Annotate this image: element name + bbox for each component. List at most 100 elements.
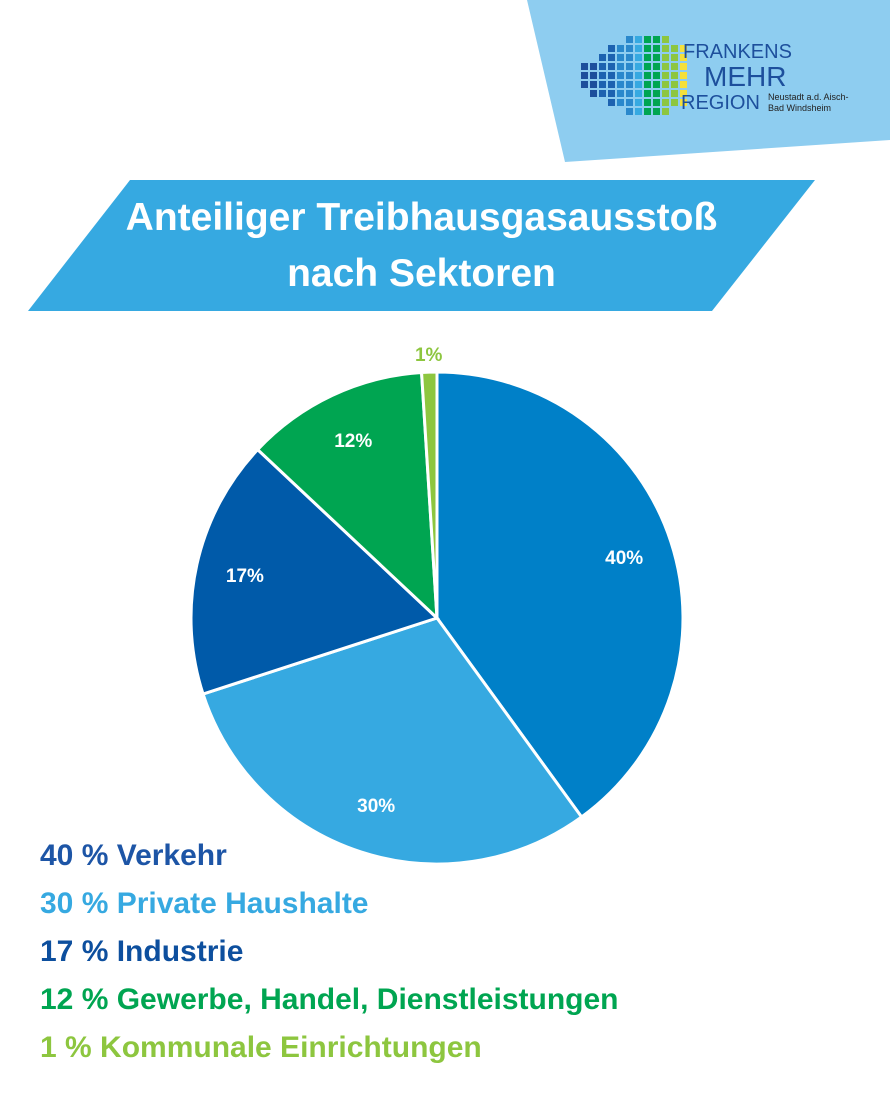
- logo-tile: [626, 72, 633, 79]
- pie-slice-3: [189, 447, 440, 696]
- pie-slice-4: [255, 370, 439, 622]
- logo-tile: [617, 63, 624, 70]
- logo-tile: [581, 72, 588, 79]
- logo-tile: [653, 45, 660, 52]
- logo-tile: [653, 72, 660, 79]
- logo-tile: [662, 99, 669, 106]
- pie-slice-2: [201, 616, 584, 866]
- logo-tile: [590, 90, 597, 97]
- logo-tile: [680, 81, 687, 88]
- logo-tile: [644, 36, 651, 43]
- slice-label: 40%: [605, 548, 643, 569]
- logo-panel: [527, 0, 890, 162]
- logo-tile: [644, 90, 651, 97]
- logo-tile: [644, 54, 651, 61]
- logo-sub2: Bad Windsheim: [768, 103, 832, 113]
- slice-label: 30%: [357, 796, 395, 817]
- logo-tile: [608, 90, 615, 97]
- logo-tile: [653, 90, 660, 97]
- logo-tile: [644, 99, 651, 106]
- logo-tile: [590, 81, 597, 88]
- logo-tile: [671, 45, 678, 52]
- logo-tile: [662, 36, 669, 43]
- logo-tile: [626, 90, 633, 97]
- logo-tile: [608, 54, 615, 61]
- logo-tile: [599, 63, 606, 70]
- logo-tile: [680, 45, 687, 52]
- logo-tile: [599, 54, 606, 61]
- logo-tile: [617, 72, 624, 79]
- logo-tile: [644, 72, 651, 79]
- logo-sub1: Neustadt a.d. Aisch-: [768, 92, 849, 102]
- logo-tile: [617, 99, 624, 106]
- logo-tile: [608, 99, 615, 106]
- legend: 40 % Verkehr 30 % Private Haushalte 17 % I…: [40, 832, 619, 1072]
- logo-line1: FRANKENS: [683, 41, 792, 63]
- logo-tile: [653, 81, 660, 88]
- logo-tile: [608, 72, 615, 79]
- logo-tile: [680, 90, 687, 97]
- logo-tile: [635, 90, 642, 97]
- logo-line2: MEHR: [704, 61, 787, 92]
- logo-tile: [644, 45, 651, 52]
- logo-tile: [608, 81, 615, 88]
- pie-slice-1: [435, 370, 685, 820]
- slice-label: 1%: [415, 345, 443, 366]
- logo-tile: [680, 99, 687, 106]
- logo-tile: [599, 81, 606, 88]
- logo-tile: [599, 90, 606, 97]
- logo-tile: [590, 72, 597, 79]
- pie-chart: 40% 30% 17% 12% 1%: [189, 345, 685, 866]
- logo-tile: [617, 90, 624, 97]
- logo-tile: [662, 72, 669, 79]
- legend-item: 40 % Verkehr: [40, 839, 227, 872]
- slice-label: 17%: [226, 566, 264, 587]
- logo-tile: [626, 99, 633, 106]
- logo-tile: [671, 54, 678, 61]
- title-line1: Anteiliger Treibhausgasausstoß: [125, 195, 718, 239]
- logo-tile: [617, 45, 624, 52]
- logo-tile: [653, 54, 660, 61]
- logo-tile: [626, 54, 633, 61]
- logo-tile: [644, 81, 651, 88]
- logo-tile: [680, 54, 687, 61]
- logo-tile: [635, 54, 642, 61]
- logo-tile: [635, 81, 642, 88]
- legend-item: 12 % Gewerbe, Handel, Dienstleistungen: [40, 983, 619, 1016]
- logo-tile: [653, 63, 660, 70]
- legend-item: 1 % Kommunale Einrichtungen: [40, 1031, 482, 1064]
- logo-tile: [662, 63, 669, 70]
- slice-label: 12%: [334, 431, 372, 452]
- logo-tile: [635, 99, 642, 106]
- logo-tile: [608, 45, 615, 52]
- logo-tile: [617, 81, 624, 88]
- logo-tile: [644, 108, 651, 115]
- legend-item: 17 % Industrie: [40, 935, 244, 968]
- logo-tile: [626, 108, 633, 115]
- logo-tile: [671, 72, 678, 79]
- logo-tile: [581, 63, 588, 70]
- pie-slice-5: [419, 370, 439, 619]
- logo-tile: [635, 108, 642, 115]
- logo-tile: [653, 99, 660, 106]
- logo-tile: [599, 72, 606, 79]
- logo: FRANKENS MEHR REGION Neustadt a.d. Aisch…: [578, 30, 868, 120]
- logo-mosaic: [581, 36, 687, 115]
- logo-tile: [671, 90, 678, 97]
- logo-tile: [671, 81, 678, 88]
- legend-item: 30 % Private Haushalte: [40, 887, 369, 920]
- logo-tile: [590, 63, 597, 70]
- logo-tile: [626, 63, 633, 70]
- title-line2: nach Sektoren: [287, 251, 556, 295]
- logo-tile: [653, 108, 660, 115]
- logo-tile: [635, 36, 642, 43]
- logo-line3: REGION: [681, 92, 760, 114]
- title-banner: [28, 180, 815, 311]
- logo-tile: [662, 90, 669, 97]
- logo-tile: [662, 108, 669, 115]
- logo-tile: [626, 81, 633, 88]
- page-title: Anteiliger Treibhausgasausstoß nach Sekt…: [28, 180, 815, 311]
- logo-tile: [671, 63, 678, 70]
- logo-tile: [635, 45, 642, 52]
